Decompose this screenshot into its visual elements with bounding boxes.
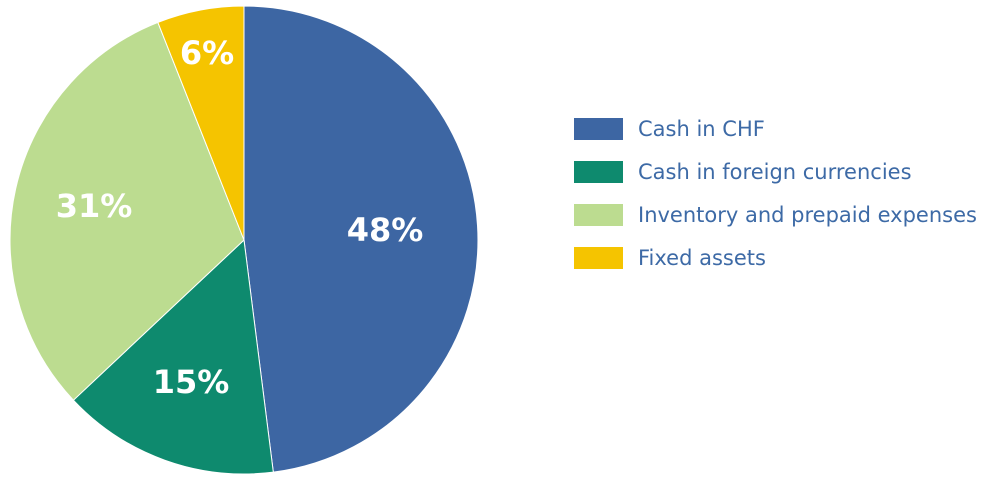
legend-label: Fixed assets bbox=[638, 245, 766, 270]
legend-item: Cash in CHF bbox=[574, 107, 977, 150]
pie-slice-fixed-assets bbox=[157, 5, 245, 241]
legend-swatch bbox=[574, 160, 623, 183]
legend-item: Cash in foreign currencies bbox=[574, 150, 977, 193]
slice-data-label: 15% bbox=[153, 363, 230, 401]
legend-item: Inventory and prepaid expenses bbox=[574, 193, 977, 236]
legend-swatch bbox=[574, 246, 623, 269]
legend-swatch bbox=[574, 203, 623, 226]
legend-label: Cash in CHF bbox=[638, 116, 765, 141]
pie-slices bbox=[9, 5, 479, 475]
slice-data-label: 48% bbox=[347, 211, 424, 249]
pie-labels: 48% 15% 31% 6% bbox=[56, 34, 424, 401]
legend-label: Inventory and prepaid expenses bbox=[638, 202, 977, 227]
legend: Cash in CHF Cash in foreign currencies Inv… bbox=[574, 107, 977, 279]
slice-data-label: 6% bbox=[180, 34, 234, 72]
pie-slice-inventory-and-prepaid-expenses bbox=[9, 21, 245, 401]
legend-item: Fixed assets bbox=[574, 236, 977, 279]
legend-label: Cash in foreign currencies bbox=[638, 159, 912, 184]
slice-data-label: 31% bbox=[56, 187, 133, 225]
legend-swatch bbox=[574, 117, 623, 140]
pie-slice-cash-in-foreign-currencies bbox=[72, 238, 274, 475]
pie-slice-cash-in-chf bbox=[243, 5, 479, 473]
